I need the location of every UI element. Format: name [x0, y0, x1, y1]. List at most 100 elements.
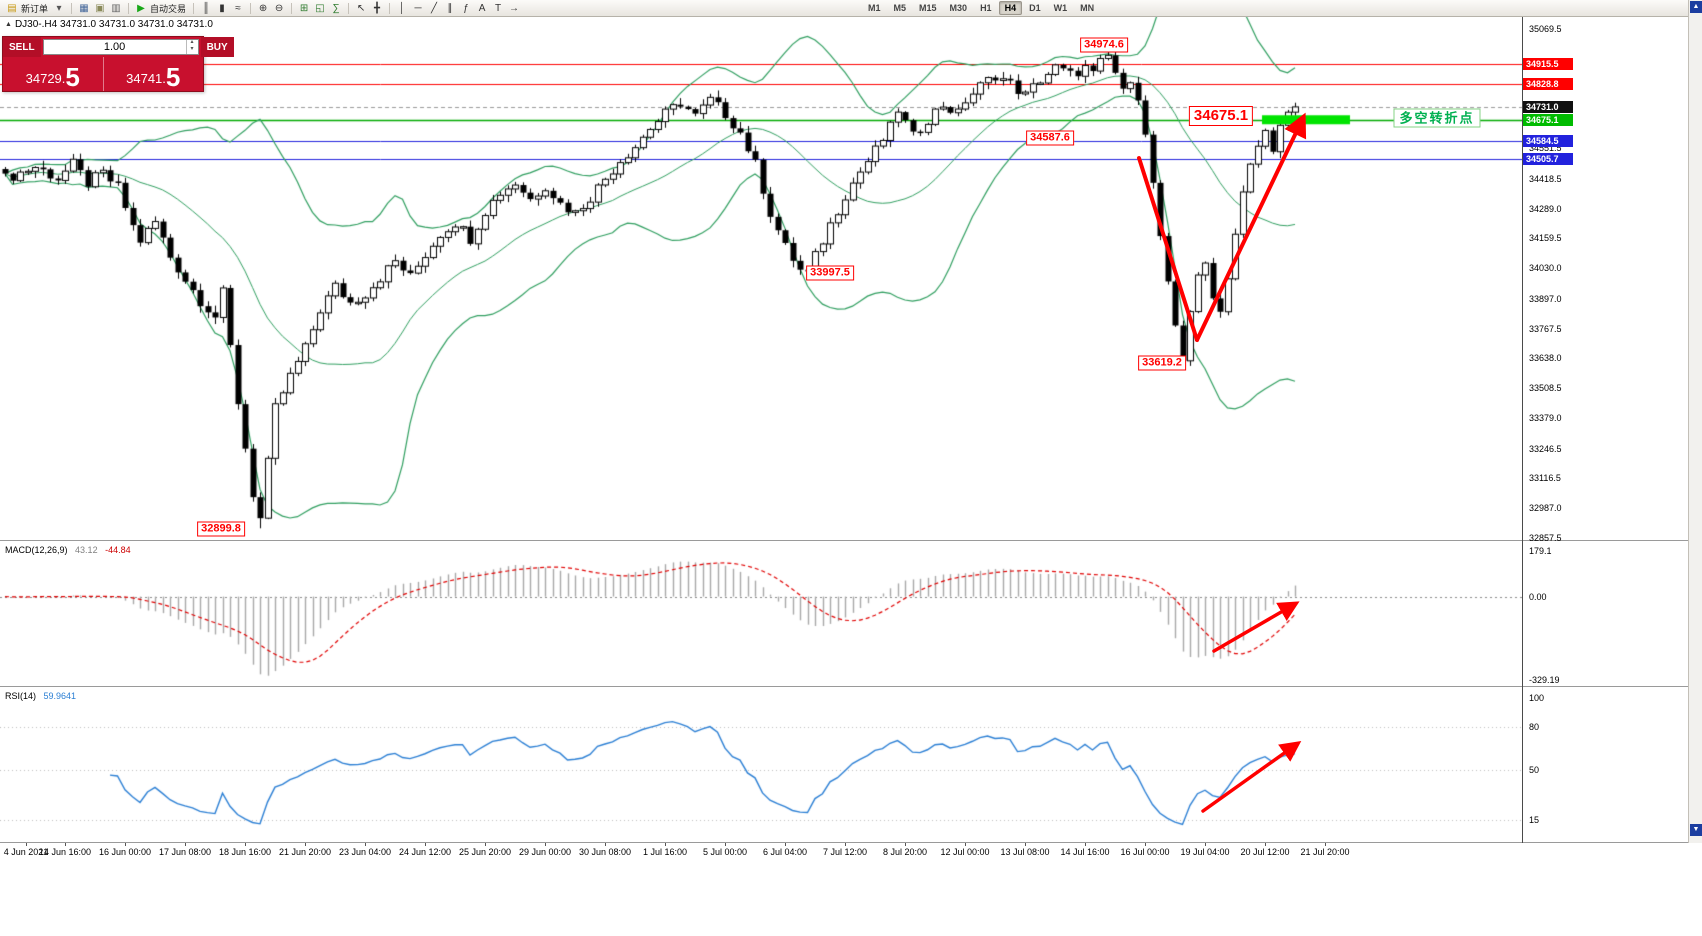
price-axis[interactable]: 35069.5 34551.5 34418.5 34289.0 34159.5 34030…: [1522, 0, 1688, 843]
text-label-icon[interactable]: T: [494, 2, 502, 14]
scroll-down-icon[interactable]: ▼: [1690, 824, 1702, 836]
time-axis[interactable]: 4 Jun 2021 14 Jun 16:00 16 Jun 00:00 17 Jun…: [0, 843, 1522, 867]
scroll-up-icon[interactable]: ▲: [1690, 1, 1702, 13]
time-axis-tick: [845, 843, 846, 846]
macd-indicator-label: MACD(12,26,9) 43.12 -44.84: [5, 545, 131, 555]
time-axis-tick: [1145, 843, 1146, 846]
time-axis-label: 25 Jun 20:00: [458, 847, 512, 857]
toolbar-separator: [348, 2, 350, 14]
time-axis-tick: [785, 843, 786, 846]
vertical-line-icon[interactable]: │: [398, 2, 406, 14]
macd-panel-canvas[interactable]: [0, 542, 1522, 686]
auto-trading-icon[interactable]: ▶: [137, 2, 145, 14]
buy-price-pip: 5: [165, 62, 181, 92]
timeframe-button-mn[interactable]: MN: [1080, 3, 1095, 13]
price-axis-tag: 34505.7: [1523, 152, 1573, 165]
timeframe-button-m15[interactable]: M15: [919, 3, 937, 13]
timeframe-button-h4[interactable]: H4: [998, 1, 1023, 15]
symbol-ohlc-text: DJ30-.H4 34731.0 34731.0 34731.0 34731.0: [14, 19, 213, 30]
new-order-label[interactable]: 新订单: [21, 3, 49, 14]
macd-panel-divider[interactable]: [0, 540, 1688, 541]
price-callout[interactable]: 34974.6: [1080, 37, 1128, 53]
time-axis-divider: [0, 842, 1688, 843]
price-callout[interactable]: 34587.6: [1026, 130, 1074, 146]
rsi-panel-divider[interactable]: [0, 686, 1688, 687]
price-axis-tick: 33116.5: [1529, 473, 1561, 484]
price-axis-tag: 34731.0: [1523, 100, 1573, 113]
trendline-icon[interactable]: ╱: [431, 2, 438, 14]
time-axis-tick: [26, 843, 27, 846]
time-axis-tick: [245, 843, 246, 846]
tile-windows-icon[interactable]: ⊞: [299, 2, 309, 14]
time-axis-label: 30 Jun 08:00: [578, 847, 632, 857]
macd-axis-tick: -329.19: [1529, 675, 1560, 686]
rsi-name: RSI(14): [5, 691, 37, 701]
profiles-icon[interactable]: ▣: [95, 2, 105, 14]
terminal-icon[interactable]: ▥: [111, 2, 121, 14]
price-axis-tick: 33508.5: [1529, 383, 1562, 394]
charts-grid-icon[interactable]: ▦: [79, 2, 89, 14]
one-click-prices: 34729. 5 34741. 5: [3, 57, 203, 91]
buy-button[interactable]: BUY: [200, 37, 234, 57]
time-axis-label: 21 Jun 20:00: [278, 847, 332, 857]
toolbar-separator: [71, 2, 73, 14]
timeframe-button-d1[interactable]: D1: [1029, 3, 1041, 13]
vertical-scrollbar[interactable]: ▲ ▼: [1688, 0, 1702, 843]
volume-up-icon[interactable]: ▴: [190, 39, 194, 45]
price-callout[interactable]: 33997.5: [806, 265, 854, 281]
volume-input[interactable]: [43, 40, 186, 54]
horizontal-line-icon[interactable]: ─: [414, 2, 422, 14]
time-axis-label: 20 Jul 12:00: [1240, 847, 1290, 857]
main-chart-canvas[interactable]: [0, 16, 1522, 540]
zoom-out-icon[interactable]: ⊖: [274, 2, 284, 14]
rsi-panel-canvas[interactable]: [0, 688, 1522, 842]
macd-signal-value: -44.84: [105, 545, 131, 555]
buy-price[interactable]: 34741. 5: [104, 57, 204, 91]
time-axis-tick: [1265, 843, 1266, 846]
rsi-axis-tick: 50: [1529, 765, 1540, 776]
channel-icon[interactable]: ∥: [447, 2, 453, 14]
price-axis-tick: 34289.0: [1529, 203, 1562, 214]
cursor-icon[interactable]: ↖: [356, 2, 366, 14]
time-axis-tick: [305, 843, 306, 846]
price-axis-tick: 33379.0: [1529, 413, 1562, 424]
sell-price[interactable]: 34729. 5: [3, 57, 103, 91]
volume-field: ▴ ▾: [42, 39, 199, 55]
crosshair-icon[interactable]: ╋: [374, 2, 381, 14]
time-axis-label: 21 Jul 20:00: [1300, 847, 1350, 857]
volume-down-icon[interactable]: ▾: [190, 46, 194, 52]
bar-chart-icon[interactable]: ║: [202, 2, 210, 14]
price-axis-tag: 34584.5: [1523, 134, 1573, 147]
sell-button[interactable]: SELL: [3, 37, 41, 57]
rsi-value: 59.9641: [43, 691, 77, 701]
timeframe-button-m5[interactable]: M5: [893, 3, 907, 13]
candlestick-chart-icon[interactable]: ▮: [219, 2, 225, 14]
trend-note[interactable]: 多空转折点: [1393, 108, 1481, 128]
time-axis-label: 16 Jul 00:00: [1120, 847, 1170, 857]
zoom-in-icon[interactable]: ⊕: [258, 2, 268, 14]
one-click-trading-widget: SELL ▴ ▾ BUY 34729. 5 34741. 5: [2, 36, 234, 92]
timeframe-button-w1[interactable]: W1: [1053, 3, 1068, 13]
timeframe-button-h1[interactable]: H1: [980, 3, 992, 13]
cascade-windows-icon[interactable]: ◱: [315, 2, 325, 14]
fibonacci-icon[interactable]: ƒ: [463, 2, 469, 14]
new-order-dropdown-icon[interactable]: ▾: [56, 2, 62, 14]
arrows-icon[interactable]: →: [509, 2, 520, 14]
time-axis-tick: [1205, 843, 1206, 846]
new-order-icon[interactable]: ▤: [7, 2, 17, 14]
indicators-list-icon[interactable]: ∑: [332, 2, 340, 14]
timeframe-button-m30[interactable]: M30: [949, 3, 968, 13]
auto-trading-label[interactable]: 自动交易: [150, 3, 187, 14]
line-chart-icon[interactable]: ≈: [235, 2, 241, 14]
price-axis-tag: 34675.1: [1523, 113, 1573, 126]
buy-price-main: 34741.: [126, 71, 166, 86]
price-callout[interactable]: 32899.8: [197, 521, 245, 537]
price-callout[interactable]: 34675.1: [1188, 106, 1254, 126]
timeframe-button-m1[interactable]: M1: [868, 3, 881, 13]
price-callout[interactable]: 33619.2: [1138, 355, 1186, 371]
time-axis-label: 12 Jul 00:00: [940, 847, 990, 857]
time-axis-label: 19 Jul 04:00: [1180, 847, 1230, 857]
rsi-axis-tick: 15: [1529, 815, 1540, 826]
text-icon[interactable]: A: [478, 2, 486, 14]
price-axis-tag: 34915.5: [1523, 58, 1573, 71]
